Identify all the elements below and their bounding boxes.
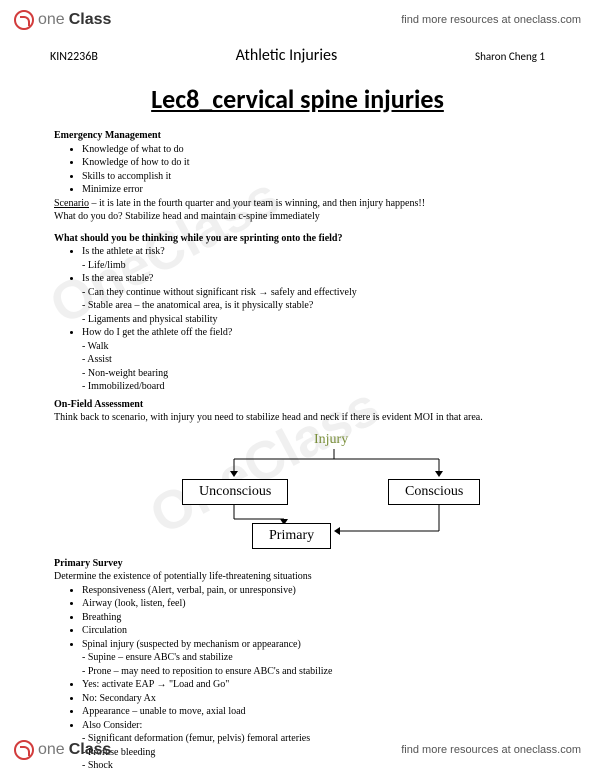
list-item: Knowledge of how to do it [82,156,541,170]
node-injury: Injury [314,431,348,450]
meta-row: KIN2236B Athletic Injuries Sharon Cheng … [0,40,595,65]
list-item: Airway (look, listen, feel) [82,597,541,611]
node-unconscious: Unconscious [182,479,288,506]
list-item: Non-weight bearing [82,367,541,381]
page-footer: oneClass find more resources at oneclass… [0,730,595,770]
course-code: KIN2236B [50,50,98,64]
logo-icon [14,740,34,760]
list-item: Stable area – the anatomical area, is it… [82,299,541,313]
list-item: Is the area stable? [82,272,541,286]
lecture-title: Lec8_cervical spine injuries [0,83,595,115]
list-item: No: Secondary Ax [82,692,541,706]
page-header: oneClass find more resources at oneclass… [0,0,595,40]
list-item: Responsiveness (Alert, verbal, pain, or … [82,584,541,598]
list-primary2: Yes: activate EAP → "Load and Go" No: Se… [82,678,541,732]
list-thinking-sub3: Walk Assist Non-weight bearing Immobiliz… [82,340,541,394]
author-name: Sharon Cheng 1 [475,50,545,63]
list-thinking3: How do I get the athlete off the field? [82,326,541,340]
heading-primary: Primary Survey [54,557,541,571]
logo-icon [14,10,34,30]
assessment-flowchart: Injury Unconscious Conscious Primary [164,431,524,551]
brand-bold: Class [69,11,112,29]
list-item: Ligaments and physical stability [82,313,541,327]
list-thinking-sub1: Life/limb [82,259,541,273]
brand-bold: Class [69,741,112,759]
list-primary-sub5: Supine – ensure ABC's and stabilize Pron… [82,651,541,678]
list-item: Circulation [82,624,541,638]
list-item: Supine – ensure ABC's and stabilize [82,651,541,665]
list-thinking: Is the athlete at risk? [82,245,541,259]
document-body: Emergency Management Knowledge of what t… [0,129,595,773]
list-thinking2: Is the area stable? [82,272,541,286]
list-item: Appearance – unable to move, axial load [82,705,541,719]
list-item: Can they continue without significant ri… [82,286,541,300]
list-item: Assist [82,353,541,367]
brand-thin: one [38,741,65,759]
scenario-text: – it is late in the fourth quarter and y… [89,198,425,209]
brand-logo-footer: oneClass [14,740,111,760]
brand-thin: one [38,11,65,29]
resource-link-top[interactable]: find more resources at oneclass.com [401,14,581,26]
list-item: Prone – may need to reposition to ensure… [82,665,541,679]
list-item: Knowledge of what to do [82,143,541,157]
heading-onfield: On-Field Assessment [54,398,541,412]
list-item: Skills to accomplish it [82,170,541,184]
onfield-text: Think back to scenario, with injury you … [54,411,541,425]
heading-thinking: What should you be thinking while you ar… [54,232,541,246]
list-item: Life/limb [82,259,541,273]
scenario-answer: What do you do? Stabilize head and maint… [54,210,541,224]
resource-link-bottom[interactable]: find more resources at oneclass.com [401,744,581,756]
list-thinking-sub2: Can they continue without significant ri… [82,286,541,327]
list-item: Walk [82,340,541,354]
list-item: Is the athlete at risk? [82,245,541,259]
scenario-label: Scenario [54,198,89,209]
list-item: Spinal injury (suspected by mechanism or… [82,638,541,652]
doc-title: Athletic Injuries [236,46,338,65]
node-primary: Primary [252,523,331,550]
list-item: Minimize error [82,183,541,197]
list-primary: Responsiveness (Alert, verbal, pain, or … [82,584,541,652]
heading-emergency: Emergency Management [54,129,541,143]
scenario-line: Scenario – it is late in the fourth quar… [54,197,541,211]
brand-logo: oneClass [14,10,111,30]
node-conscious: Conscious [388,479,480,506]
list-emergency: Knowledge of what to do Knowledge of how… [82,143,541,197]
list-item: Immobilized/board [82,380,541,394]
primary-subtext: Determine the existence of potentially l… [54,570,541,584]
list-item: How do I get the athlete off the field? [82,326,541,340]
list-item: Yes: activate EAP → "Load and Go" [82,678,541,692]
list-item: Breathing [82,611,541,625]
